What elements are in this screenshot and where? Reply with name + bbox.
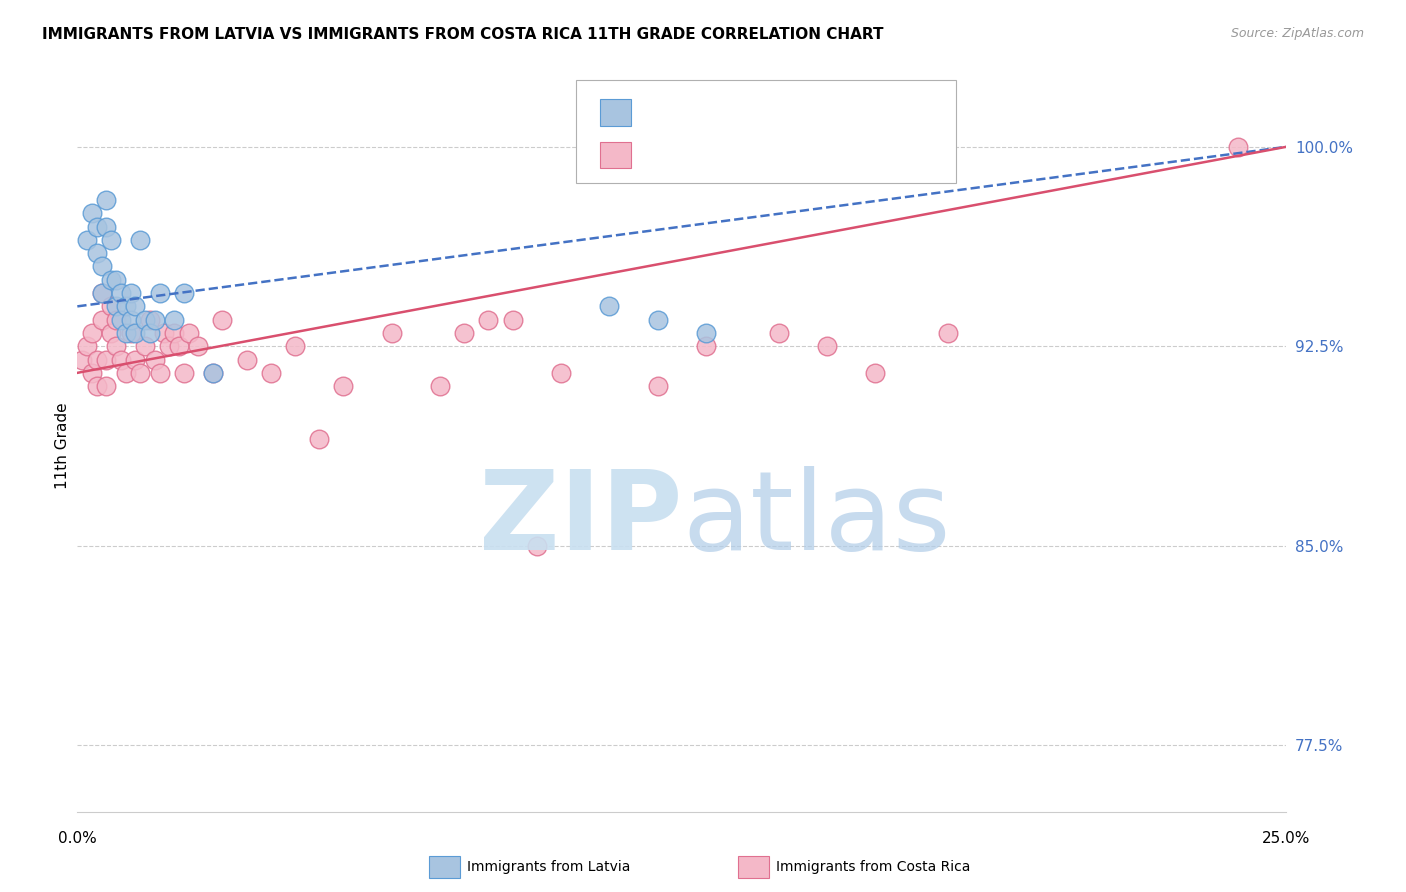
Point	[86, 379, 108, 393]
Text: Immigrants from Latvia: Immigrants from Latvia	[467, 860, 630, 874]
Text: Source: ZipAtlas.com: Source: ZipAtlas.com	[1230, 27, 1364, 40]
Point	[96, 379, 118, 393]
Point	[86, 219, 108, 234]
Point	[153, 326, 176, 340]
Point	[124, 299, 146, 313]
Point	[332, 379, 354, 393]
Point	[936, 326, 959, 340]
Text: 0.274: 0.274	[688, 147, 735, 162]
Point	[110, 312, 132, 326]
Text: 0.169: 0.169	[688, 105, 735, 120]
Point	[114, 366, 136, 380]
Point	[124, 352, 146, 367]
Point	[768, 326, 790, 340]
Point	[453, 326, 475, 340]
Point	[201, 366, 224, 380]
Point	[129, 233, 152, 247]
Point	[429, 379, 451, 393]
Point	[647, 379, 669, 393]
Point	[76, 339, 98, 353]
Point	[100, 233, 122, 247]
Point	[157, 339, 180, 353]
Point	[139, 312, 162, 326]
Point	[129, 366, 152, 380]
Point	[211, 312, 233, 326]
Point	[96, 219, 118, 234]
Point	[381, 326, 404, 340]
Point	[148, 366, 170, 380]
Point	[105, 312, 128, 326]
Point	[114, 299, 136, 313]
Point	[90, 260, 112, 274]
Y-axis label: 11th Grade: 11th Grade	[55, 402, 70, 490]
Point	[143, 312, 166, 326]
Point	[695, 339, 717, 353]
Point	[647, 312, 669, 326]
Point	[100, 299, 122, 313]
Point	[70, 352, 93, 367]
Text: 25.0%: 25.0%	[1263, 831, 1310, 846]
Point	[90, 286, 112, 301]
Text: atlas: atlas	[682, 466, 950, 573]
Point	[80, 326, 103, 340]
Point	[502, 312, 524, 326]
Point	[96, 352, 118, 367]
Point	[260, 366, 283, 380]
Point	[308, 433, 330, 447]
Point	[124, 326, 146, 340]
Text: ZIP: ZIP	[478, 466, 682, 573]
Point	[105, 299, 128, 313]
Point	[114, 326, 136, 340]
Point	[110, 352, 132, 367]
Point	[80, 206, 103, 220]
Point	[143, 352, 166, 367]
Point	[139, 326, 162, 340]
Point	[163, 326, 186, 340]
Text: R =: R =	[645, 105, 679, 120]
Point	[201, 366, 224, 380]
Point	[120, 286, 142, 301]
Text: 31: 31	[793, 105, 814, 120]
Point	[526, 539, 548, 553]
Text: N =: N =	[751, 147, 785, 162]
Point	[120, 312, 142, 326]
Point	[163, 312, 186, 326]
Point	[148, 286, 170, 301]
Point	[86, 352, 108, 367]
Point	[235, 352, 257, 367]
Point	[865, 366, 887, 380]
Text: IMMIGRANTS FROM LATVIA VS IMMIGRANTS FROM COSTA RICA 11TH GRADE CORRELATION CHAR: IMMIGRANTS FROM LATVIA VS IMMIGRANTS FRO…	[42, 27, 884, 42]
Text: Immigrants from Costa Rica: Immigrants from Costa Rica	[776, 860, 970, 874]
Text: R =: R =	[645, 147, 679, 162]
Point	[90, 312, 112, 326]
Point	[105, 339, 128, 353]
Point	[134, 339, 156, 353]
Point	[187, 339, 209, 353]
Point	[815, 339, 838, 353]
Point	[598, 299, 620, 313]
Point	[177, 326, 200, 340]
Text: 51: 51	[793, 147, 814, 162]
Point	[76, 233, 98, 247]
Point	[1227, 140, 1250, 154]
Point	[86, 246, 108, 260]
Point	[284, 339, 307, 353]
Text: N =: N =	[751, 105, 785, 120]
Point	[80, 366, 103, 380]
Point	[100, 273, 122, 287]
Point	[173, 286, 195, 301]
Point	[477, 312, 499, 326]
Point	[90, 286, 112, 301]
Point	[105, 273, 128, 287]
Point	[96, 193, 118, 207]
Text: 0.0%: 0.0%	[58, 831, 97, 846]
Point	[550, 366, 572, 380]
Point	[120, 326, 142, 340]
Point	[167, 339, 190, 353]
Point	[173, 366, 195, 380]
Point	[100, 326, 122, 340]
Point	[134, 312, 156, 326]
Point	[110, 286, 132, 301]
Point	[695, 326, 717, 340]
